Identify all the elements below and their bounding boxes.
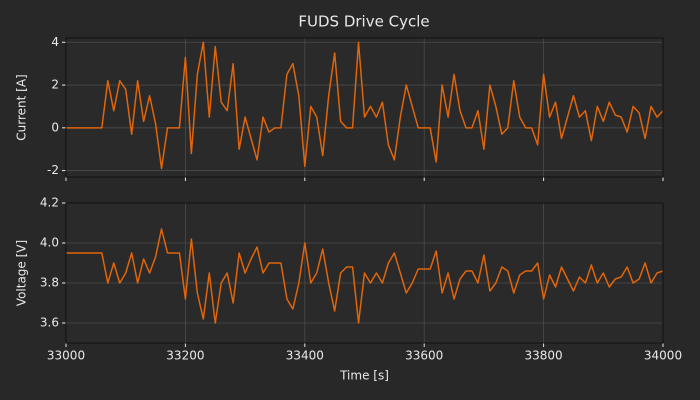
chart-title: FUDS Drive Cycle [298,13,429,31]
y-tick-label: 4.2 [40,196,59,210]
y-axis-label: Current [A] [15,74,29,140]
y-tick-label: 3.8 [40,276,59,290]
y-tick-label: 0 [51,120,59,134]
y-tick-label: 4.0 [40,236,59,250]
data-line [66,228,664,324]
y-tick-label: -2 [47,163,59,177]
x-tick-label: 33800 [525,349,563,363]
x-tick-label: 33600 [405,349,443,363]
y-tick-label: 4 [51,35,59,49]
plot-area [66,38,663,177]
y-axis-label: Voltage [V] [15,240,29,306]
x-tick-label: 34000 [644,349,682,363]
y-tick-label: 2 [51,78,59,92]
data-line [66,41,664,170]
y-tick-label: 3.6 [40,316,59,330]
x-tick-label: 33000 [47,349,85,363]
x-axis-label: Time [s] [339,369,389,383]
axes-frame [65,202,664,344]
axes-frame [65,37,664,178]
x-tick-label: 33200 [166,349,204,363]
x-tick-label: 33400 [286,349,324,363]
